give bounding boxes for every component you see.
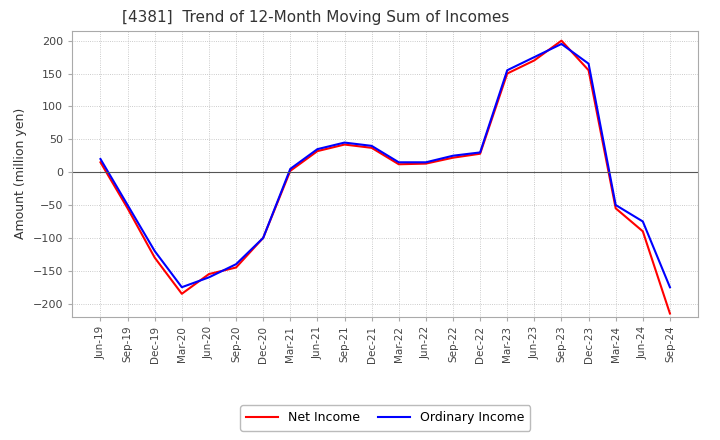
Net Income: [421, 161, 430, 166]
Ordinary Income: [557, 41, 566, 47]
Net Income: [367, 145, 376, 150]
Net Income: [639, 229, 647, 234]
Net Income: [503, 71, 511, 76]
Ordinary Income: [611, 202, 620, 208]
Net Income: [123, 205, 132, 211]
Ordinary Income: [123, 202, 132, 208]
Net Income: [611, 205, 620, 211]
Net Income: [584, 68, 593, 73]
Ordinary Income: [395, 160, 403, 165]
Ordinary Income: [178, 285, 186, 290]
Net Income: [395, 161, 403, 167]
Net Income: [286, 168, 294, 173]
Net Income: [204, 271, 213, 277]
Net Income: [178, 291, 186, 297]
Y-axis label: Amount (million yen): Amount (million yen): [14, 108, 27, 239]
Net Income: [449, 155, 457, 160]
Ordinary Income: [530, 55, 539, 60]
Line: Ordinary Income: Ordinary Income: [101, 44, 670, 287]
Net Income: [313, 148, 322, 154]
Ordinary Income: [503, 68, 511, 73]
Ordinary Income: [421, 160, 430, 165]
Ordinary Income: [313, 147, 322, 152]
Net Income: [530, 58, 539, 63]
Net Income: [341, 142, 349, 147]
Net Income: [557, 38, 566, 43]
Ordinary Income: [341, 140, 349, 145]
Text: [4381]  Trend of 12-Month Moving Sum of Incomes: [4381] Trend of 12-Month Moving Sum of I…: [122, 11, 510, 26]
Net Income: [665, 311, 674, 316]
Ordinary Income: [286, 166, 294, 172]
Ordinary Income: [449, 153, 457, 158]
Line: Net Income: Net Income: [101, 40, 670, 314]
Ordinary Income: [665, 285, 674, 290]
Ordinary Income: [204, 275, 213, 280]
Net Income: [259, 235, 268, 241]
Ordinary Income: [259, 235, 268, 241]
Ordinary Income: [639, 219, 647, 224]
Ordinary Income: [232, 261, 240, 267]
Legend: Net Income, Ordinary Income: Net Income, Ordinary Income: [240, 405, 530, 431]
Ordinary Income: [476, 150, 485, 155]
Net Income: [96, 160, 105, 165]
Net Income: [150, 255, 159, 260]
Net Income: [476, 151, 485, 156]
Ordinary Income: [584, 61, 593, 66]
Ordinary Income: [150, 249, 159, 254]
Ordinary Income: [96, 156, 105, 161]
Net Income: [232, 265, 240, 270]
Ordinary Income: [367, 143, 376, 148]
